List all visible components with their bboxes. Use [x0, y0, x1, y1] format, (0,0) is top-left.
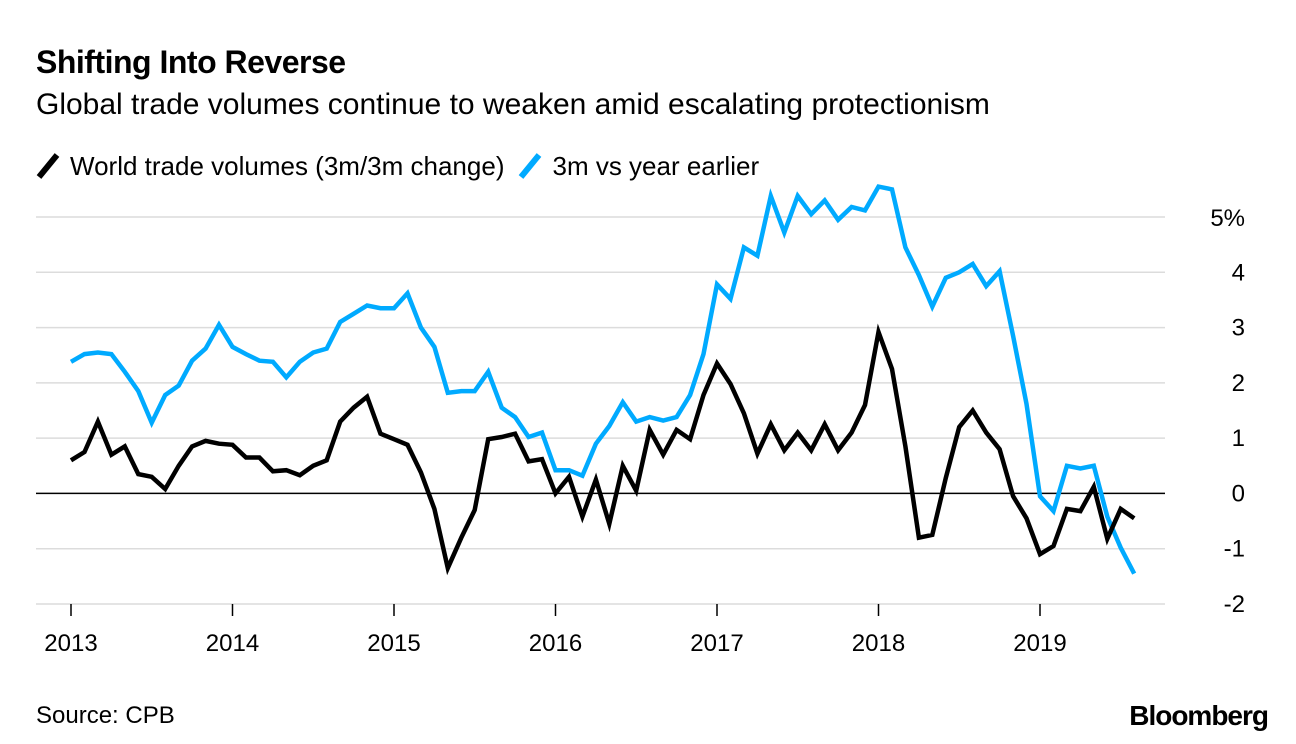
x-tick-label: 2016	[529, 630, 582, 657]
x-axis-ticks: 2013 2014 2015 2016 2017 2018 2019	[44, 604, 1067, 657]
series-line-world-trade	[69, 323, 1136, 576]
chart-subtitle: Global trade volumes continue to weaken …	[36, 88, 990, 121]
y-tick-label: 5%	[1210, 205, 1245, 232]
legend-label-year-earlier: 3m vs year earlier	[552, 150, 760, 181]
series-line-year-earlier	[69, 184, 1137, 575]
x-tick-label: 2014	[206, 630, 259, 657]
x-tick-label: 2013	[44, 630, 97, 657]
bloomberg-logo: Bloomberg	[1129, 700, 1269, 731]
y-tick-label: -1	[1224, 536, 1245, 563]
legend-swatch-blue	[519, 153, 542, 179]
y-tick-label: 3	[1232, 315, 1245, 342]
chart-title: Shifting Into Reverse	[36, 44, 346, 80]
source-note: Source: CPB	[36, 702, 175, 729]
legend: World trade volumes (3m/3m change) 3m vs…	[36, 148, 773, 184]
x-tick-label: 2017	[690, 630, 743, 657]
y-tick-label: 1	[1232, 425, 1245, 452]
legend-label-world-trade: World trade volumes (3m/3m change)	[70, 150, 505, 181]
y-tick-label: 0	[1232, 480, 1245, 507]
x-tick-label: 2019	[1013, 630, 1066, 657]
x-tick-label: 2015	[367, 630, 420, 657]
legend-item-world-trade: World trade volumes (3m/3m change)	[36, 151, 504, 182]
y-axis-ticks: 5% 4 3 2 1 0 -1 -2	[1210, 205, 1245, 618]
y-tick-label: 4	[1232, 259, 1245, 286]
legend-swatch-black	[36, 153, 60, 179]
series-lines	[69, 184, 1137, 576]
y-tick-label: -2	[1224, 591, 1245, 618]
y-tick-label: 2	[1232, 370, 1245, 397]
legend-item-year-earlier: 3m vs year earlier	[518, 151, 759, 182]
gridlines	[36, 216, 1165, 605]
x-tick-label: 2018	[852, 630, 905, 657]
